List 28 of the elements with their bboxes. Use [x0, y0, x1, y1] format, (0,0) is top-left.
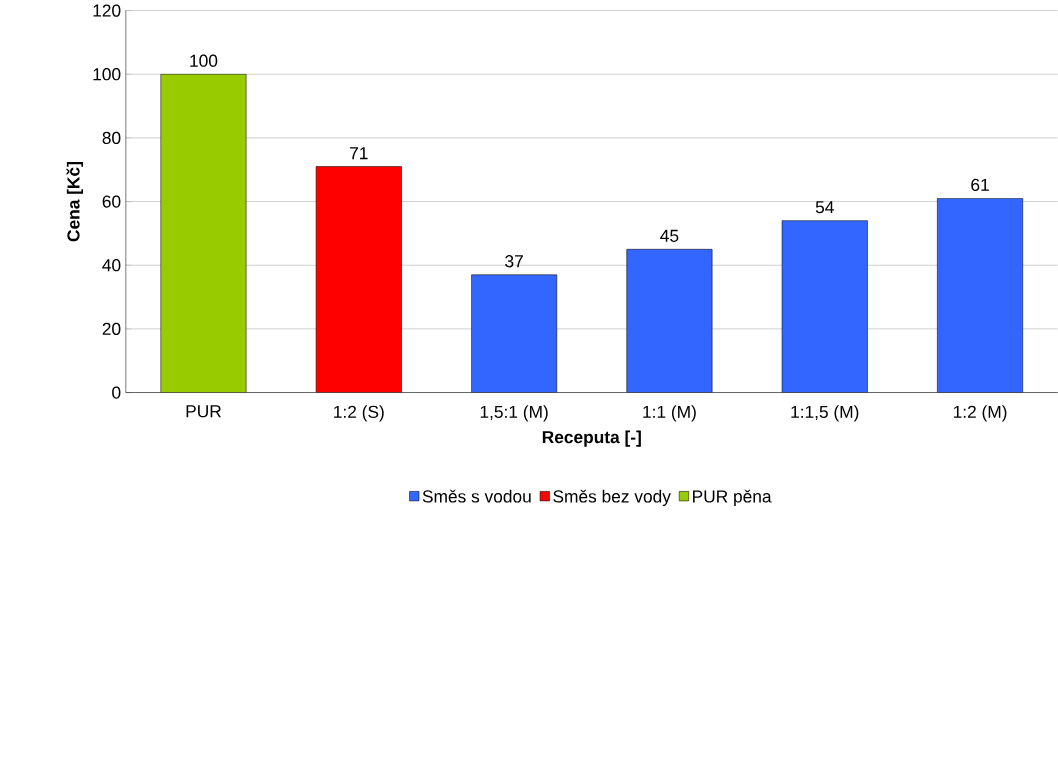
data-label: 71	[350, 147, 368, 160]
x-tick-label: 1:1,5 (M)	[791, 405, 859, 422]
x-axis-title: Receputa [-]	[542, 430, 641, 447]
y-tick-label: 80	[102, 131, 121, 145]
data-label: 45	[660, 229, 679, 243]
y-axis-title: Cena [Kč]	[66, 162, 84, 242]
x-tick-label: 1:1 (M)	[643, 405, 696, 422]
x-tick-label: 1,5:1 (M)	[480, 405, 548, 422]
y-tick-label: 60	[102, 195, 121, 208]
data-label: 61	[971, 178, 989, 192]
bar	[471, 274, 558, 393]
data-label: 54	[815, 201, 834, 214]
y-tick-label: 120	[93, 4, 121, 17]
data-label: 37	[505, 255, 523, 268]
data-label: 100	[190, 54, 218, 67]
bar	[781, 220, 868, 393]
bar	[626, 249, 713, 393]
bar	[937, 198, 1024, 393]
x-tick-label: 1:2 (M)	[953, 405, 1007, 422]
legend-label: Směs s vodou	[422, 489, 531, 503]
legend-label: PUR pěna	[693, 489, 772, 507]
y-tick-label: 0	[112, 386, 121, 399]
y-tick-label: 100	[93, 68, 121, 81]
x-tick-label: 1:2 (S)	[334, 405, 384, 422]
y-tick-label: 40	[102, 259, 121, 272]
y-tick-label: 20	[102, 322, 121, 336]
x-tick-label: PUR	[186, 405, 221, 418]
legend-label: Směs bez vody	[553, 489, 671, 507]
